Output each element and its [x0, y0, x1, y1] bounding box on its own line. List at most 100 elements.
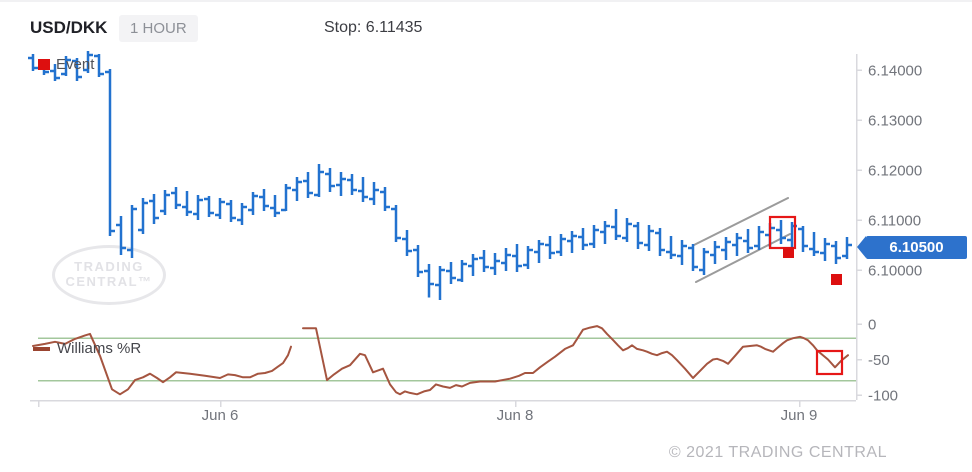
ohlc-bar — [666, 236, 676, 259]
price-axis-label: 6.12000 — [868, 163, 922, 180]
stop-level-label: Stop: 6.11435 — [324, 19, 423, 36]
ohlc-bar — [116, 216, 126, 255]
ohlc-bar — [413, 245, 423, 277]
ohlc-bar — [567, 231, 577, 253]
price-badge-arrow-icon — [857, 236, 866, 258]
event-marker: Event — [38, 56, 94, 73]
ohlc-bar — [677, 240, 687, 265]
ohlc-bar — [402, 230, 412, 256]
ohlc-bar — [325, 168, 335, 192]
ohlc-bar — [589, 225, 599, 248]
trend-channel-line — [695, 233, 791, 283]
ohlc-bar — [732, 233, 742, 256]
ohlc-bar — [798, 226, 808, 252]
ohlc-bar — [831, 241, 841, 264]
ohlc-bar — [699, 248, 709, 275]
timeframe-badge: 1 HOUR — [119, 15, 198, 42]
ohlc-bar — [633, 222, 643, 249]
watermark-line2: CENTRAL™ — [65, 274, 153, 289]
ohlc-bar — [578, 228, 588, 250]
event-label: Event — [56, 56, 95, 73]
ohlc-bar — [303, 172, 313, 198]
ohlc-bar — [820, 238, 830, 261]
ohlc-bar — [94, 54, 104, 77]
trading-central-watermark: TRADING CENTRAL™ — [52, 245, 166, 305]
ohlc-bar — [336, 172, 346, 196]
ohlc-bar — [50, 64, 60, 81]
ohlc-bar — [556, 234, 566, 256]
ohlc-bar — [237, 203, 247, 225]
ohlc-bar — [292, 177, 302, 201]
ohlc-bar — [248, 192, 258, 215]
ohlc-bar — [127, 205, 137, 258]
watermark-line1: TRADING — [74, 259, 144, 275]
ohlc-bar — [644, 225, 654, 251]
ohlc-bar — [600, 221, 610, 244]
ohlc-bar — [457, 260, 467, 282]
ohlc-bar — [721, 237, 731, 260]
ohlc-bar — [479, 250, 489, 272]
event-square-icon — [38, 59, 50, 70]
price-axis-label: 6.14000 — [868, 63, 922, 80]
ohlc-bar — [347, 174, 357, 195]
ohlc-bar — [688, 244, 698, 271]
signal-red-box — [768, 215, 797, 250]
signal-red-square — [831, 274, 842, 285]
ohlc-bar — [61, 56, 71, 76]
ohlc-bar — [710, 241, 720, 264]
time-axis-label: Jun 8 — [497, 407, 534, 424]
ohlc-bar — [171, 187, 181, 209]
ohlc-bar — [83, 51, 93, 73]
ohlc-bar — [72, 58, 82, 81]
ohlc-bar — [743, 229, 753, 253]
ohlc-bar — [215, 198, 225, 219]
ohlc-bar — [369, 182, 379, 205]
williams-line — [32, 332, 292, 396]
time-axis-label: Jun 6 — [202, 407, 239, 424]
ohlc-bar — [358, 177, 368, 202]
time-axis-label: Jun 9 — [781, 407, 818, 424]
ohlc-bar — [149, 194, 159, 224]
ohlc-bar — [655, 228, 665, 256]
current-price-value: 6.10500 — [889, 239, 944, 256]
instrument-title: USD/DKK — [30, 18, 108, 37]
ohlc-bar — [534, 240, 544, 263]
williams-axis-label: -50 — [868, 352, 890, 369]
williams-axis-label: 0 — [868, 317, 876, 334]
trend-channel-line — [693, 197, 789, 246]
copyright-text: © 2021 TRADING CENTRAL — [668, 444, 887, 461]
ohlc-bar — [424, 264, 434, 298]
williams-signal-red-box — [815, 349, 844, 376]
ohlc-bar — [512, 244, 522, 272]
ohlc-bar — [490, 253, 500, 275]
ohlc-bar — [446, 262, 456, 284]
current-price-badge: 6.10500 — [857, 236, 967, 259]
ohlc-bar — [809, 232, 819, 256]
ohlc-bar — [435, 266, 445, 300]
ohlc-bar — [611, 209, 621, 240]
ohlc-bar — [776, 220, 786, 244]
ohlc-bar — [160, 190, 170, 215]
williams-line — [302, 325, 849, 396]
signal-red-square — [783, 247, 794, 258]
ohlc-bar — [391, 205, 401, 242]
ohlc-bar — [622, 218, 632, 242]
ohlc-bar — [501, 248, 511, 271]
ohlc-bar — [545, 236, 555, 259]
ohlc-bar — [138, 198, 148, 234]
williams-legend-label: Williams %R — [57, 340, 142, 357]
ohlc-bar — [182, 191, 192, 216]
ohlc-bar — [380, 187, 390, 211]
ohlc-bar — [314, 164, 324, 197]
ohlc-bar — [842, 237, 852, 259]
ohlc-bar — [281, 184, 291, 212]
williams-line-swatch-icon — [33, 346, 50, 351]
ohlc-bar — [28, 54, 38, 71]
ohlc-bar — [754, 226, 764, 250]
williams-axis-label: -100 — [868, 388, 898, 405]
price-axis-label: 6.11000 — [868, 213, 921, 230]
price-axis-label: 6.10000 — [868, 263, 922, 280]
ohlc-bar — [270, 195, 280, 217]
